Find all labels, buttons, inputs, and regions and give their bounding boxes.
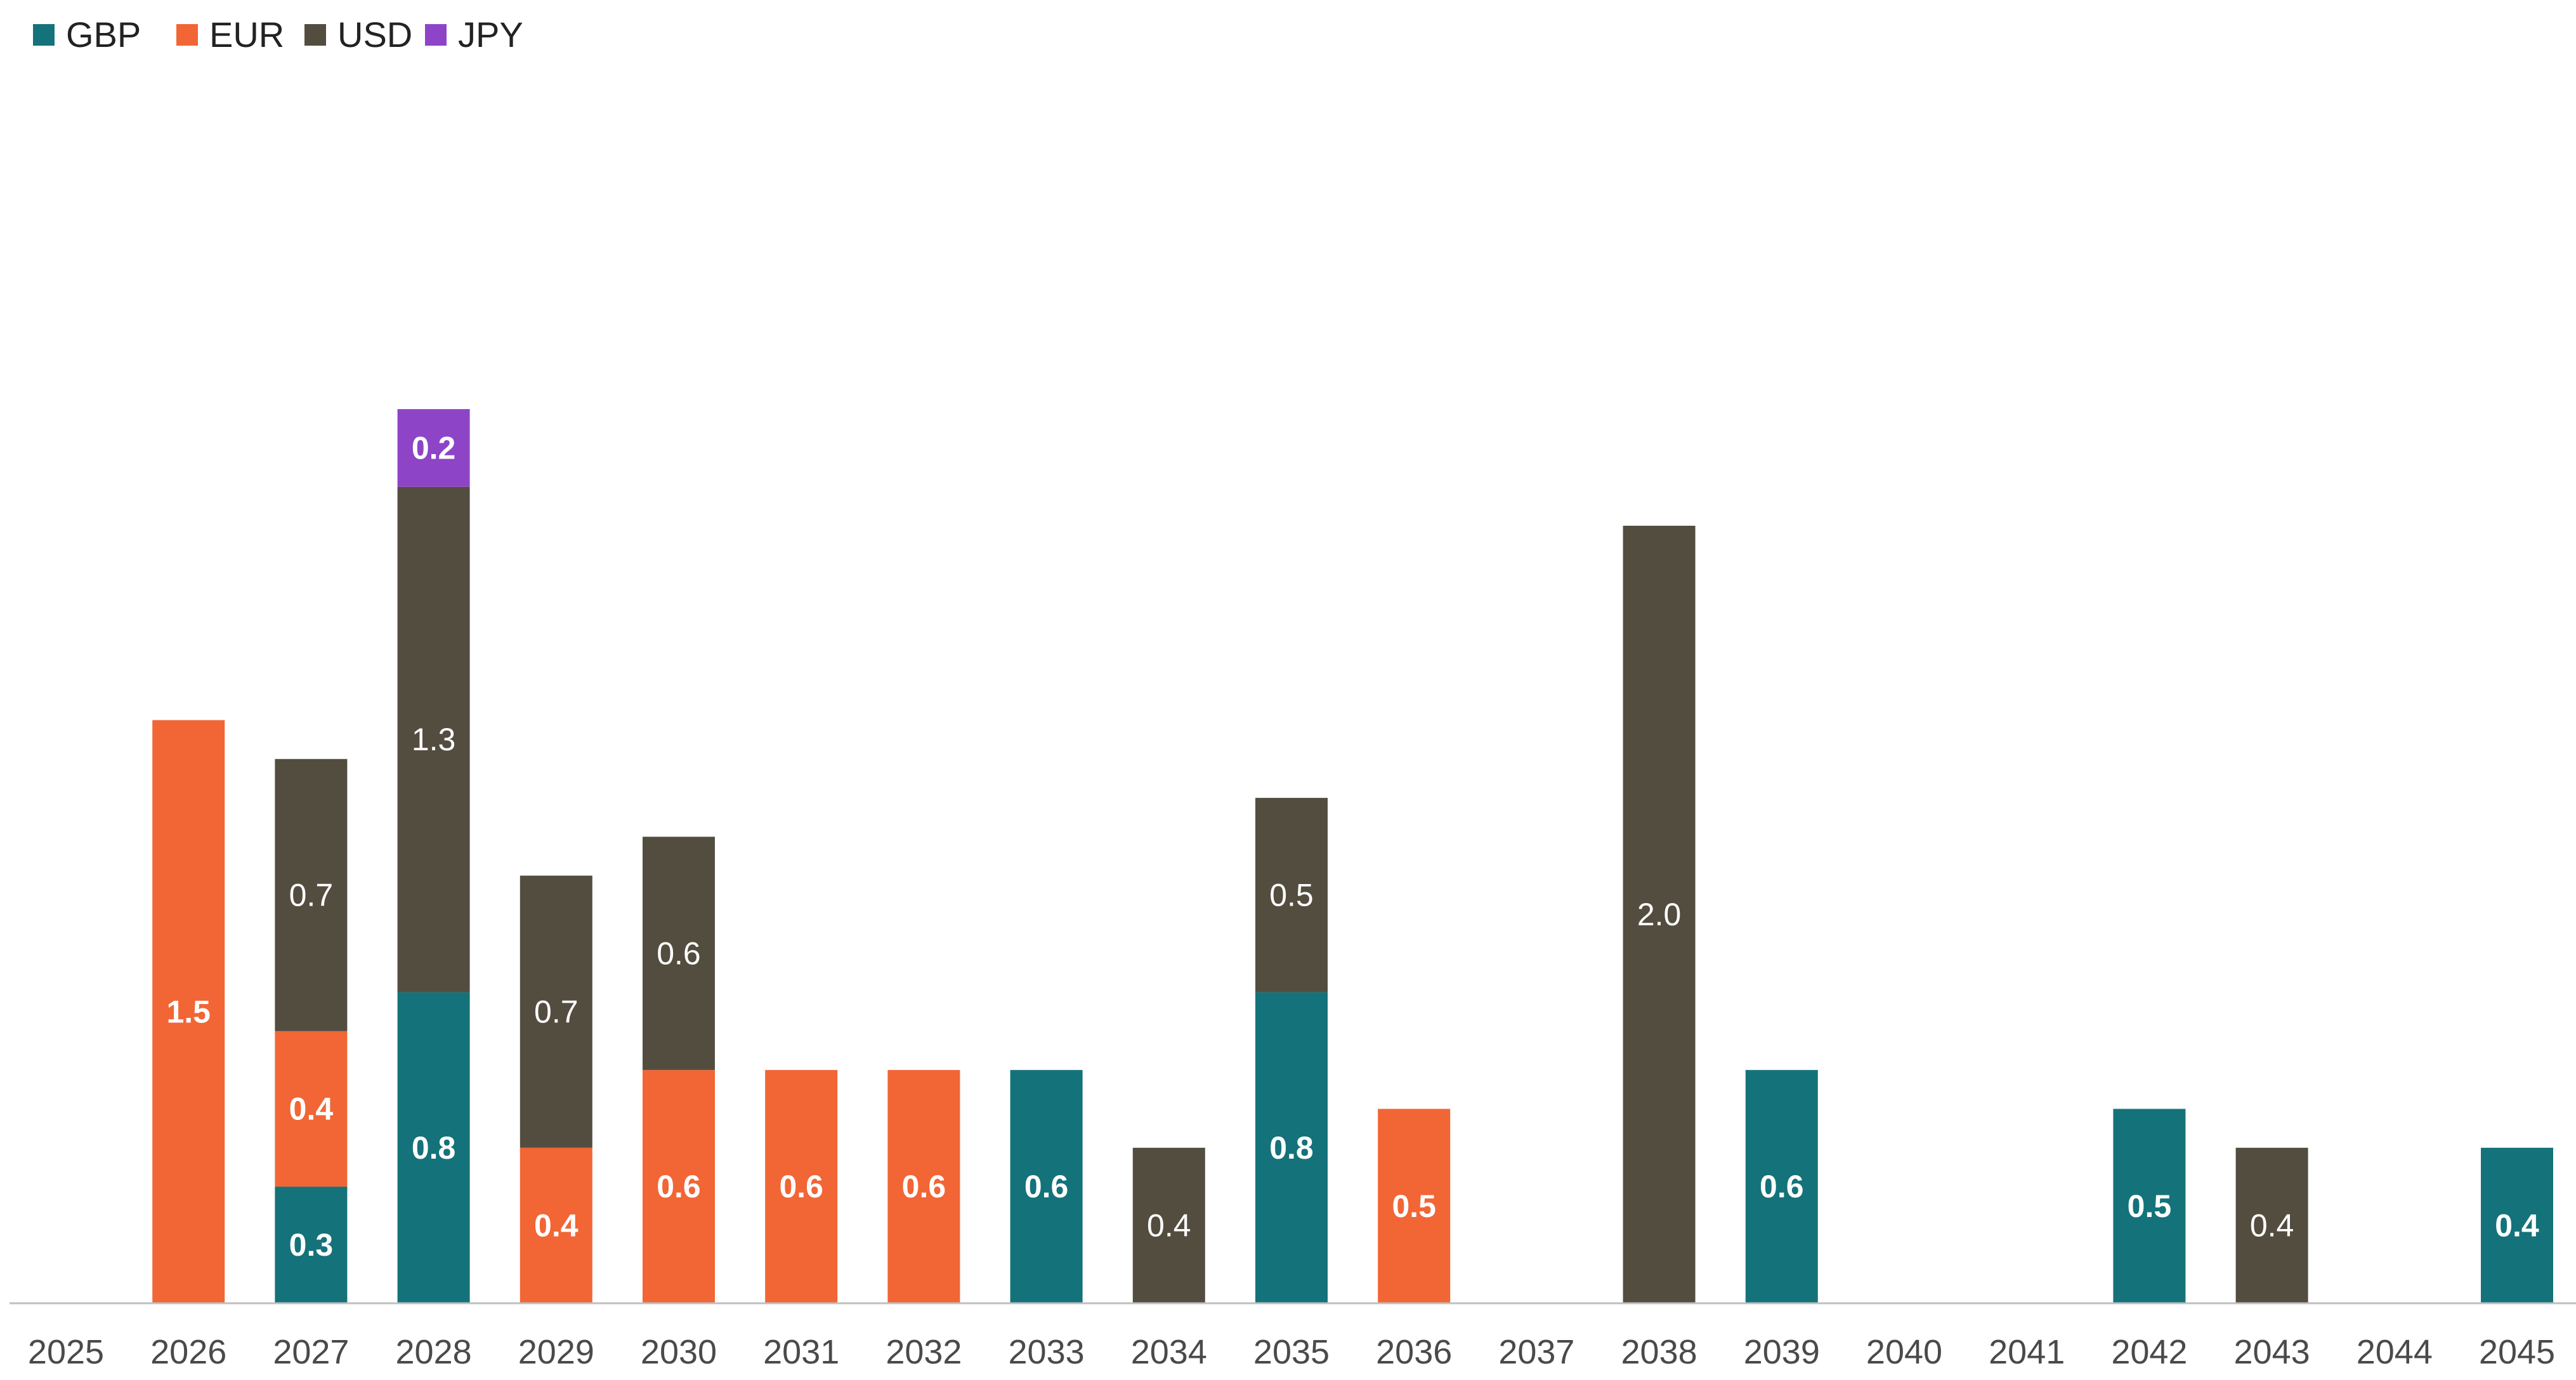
x-tick-label-2028: 2028 [396,1333,472,1371]
bar-gbp-2033 [1010,1070,1083,1303]
data-label-gbp-2045: 0.4 [2495,1208,2539,1243]
data-label-eur-2032: 0.6 [902,1169,946,1204]
x-tick-label-2032: 2032 [886,1333,962,1371]
bar-usd-2028 [397,486,470,993]
data-label-usd-2034: 0.4 [1147,1208,1191,1243]
bar-usd-2034 [1132,1147,1205,1303]
bar-jpy-2028 [397,409,470,487]
bar-gbp-2045 [2481,1147,2553,1303]
bar-usd-2038 [1623,526,1696,1303]
data-label-eur-2036: 0.5 [1392,1188,1436,1224]
data-label-eur-2029: 0.4 [534,1208,579,1243]
data-label-gbp-2039: 0.6 [1760,1169,1804,1204]
data-label-usd-2035: 0.5 [1269,877,1314,913]
x-tick-label-2025: 2025 [28,1333,104,1371]
x-tick-label-2040: 2040 [1866,1333,1942,1371]
bars [152,409,2553,1303]
bar-eur-2029 [520,1147,592,1303]
data-label-eur-2030: 0.6 [657,1169,701,1204]
data-label-gbp-2035: 0.8 [1269,1130,1314,1166]
bar-gbp-2028 [397,992,470,1303]
data-label-gbp-2042: 0.5 [2128,1188,2172,1224]
legend: GBP EUR USD JPY [33,15,523,55]
x-tick-label-2038: 2038 [1621,1333,1697,1371]
bar-eur-2032 [887,1070,960,1303]
x-tick-label-2026: 2026 [150,1333,226,1371]
legend-swatch-eur [176,24,198,46]
bar-eur-2031 [765,1070,838,1303]
x-tick-label-2042: 2042 [2111,1333,2187,1371]
x-tick-label-2029: 2029 [518,1333,594,1371]
data-label-gbp-2028: 0.8 [412,1130,456,1166]
data-label-usd-2027: 0.7 [289,877,334,913]
x-tick-label-2041: 2041 [1989,1333,2065,1371]
bar-gbp-2035 [1255,992,1328,1303]
x-tick-label-2044: 2044 [2357,1333,2433,1371]
bar-eur-2026 [152,720,225,1303]
bar-gbp-2027 [275,1187,348,1303]
data-label-usd-2030: 0.6 [657,935,701,971]
data-label-eur-2031: 0.6 [779,1169,823,1204]
bar-eur-2030 [643,1070,715,1303]
data-label-eur-2027: 0.4 [289,1091,334,1127]
bar-eur-2027 [275,1031,348,1187]
data-label-usd-2043: 0.4 [2250,1208,2294,1243]
bar-usd-2043 [2235,1147,2308,1303]
x-tick-label-2045: 2045 [2479,1333,2555,1371]
data-label-gbp-2027: 0.3 [289,1227,334,1263]
x-tick-label-2037: 2037 [1498,1333,1574,1371]
bar-eur-2036 [1378,1109,1451,1303]
legend-swatch-usd [304,24,326,46]
legend-label-eur: EUR [209,15,284,55]
bar-usd-2027 [275,758,348,1031]
x-tick-label-2033: 2033 [1009,1333,1085,1371]
bar-usd-2035 [1255,798,1328,993]
bar-usd-2030 [643,836,715,1071]
legend-label-gbp: GBP [66,15,141,55]
x-axis: 2025 2026 2027 2028 2029 2030 2031 2032 2033 2034… [10,1302,2576,1371]
data-label-eur-2026: 1.5 [166,994,211,1029]
x-tick-label-2030: 2030 [641,1333,717,1371]
bar-usd-2029 [520,875,592,1148]
data-labels: 1.5 0.3 0.4 0.7 0.8 1.3 0.2 0.4 0.7 0.6 0.6 0.6 0.6 0… [166,430,2539,1263]
data-label-usd-2029: 0.7 [534,994,579,1029]
legend-label-jpy: JPY [458,15,523,55]
legend-swatch-jpy [425,24,447,46]
x-tick-label-2036: 2036 [1376,1333,1452,1371]
legend-label-usd: USD [337,15,412,55]
x-tick-label-2039: 2039 [1744,1333,1820,1371]
bar-gbp-2039 [1745,1070,1818,1303]
data-label-usd-2038: 2.0 [1637,897,1682,932]
data-label-gbp-2033: 0.6 [1024,1169,1069,1204]
x-tick-label-2035: 2035 [1253,1333,1330,1371]
bar-gbp-2042 [2113,1109,2186,1303]
data-label-jpy-2028: 0.2 [412,430,456,465]
x-tick-label-2027: 2027 [273,1333,349,1371]
data-label-usd-2028: 1.3 [412,722,456,757]
legend-swatch-gbp [33,24,55,46]
x-tick-label-2043: 2043 [2234,1333,2310,1371]
x-tick-label-2031: 2031 [763,1333,839,1371]
x-tick-label-2034: 2034 [1131,1333,1207,1371]
